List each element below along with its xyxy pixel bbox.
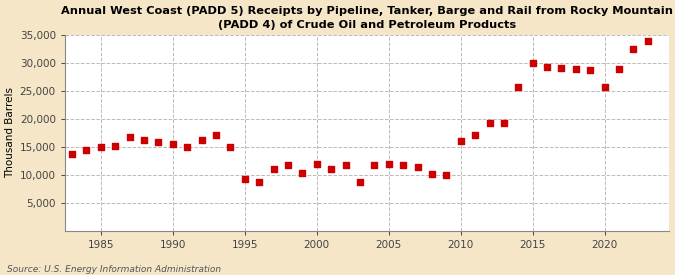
Point — [153, 140, 164, 145]
Point — [268, 167, 279, 172]
Title: Annual West Coast (PADD 5) Receipts by Pipeline, Tanker, Barge and Rail from Roc: Annual West Coast (PADD 5) Receipts by P… — [61, 6, 673, 29]
Point — [499, 121, 510, 125]
Point — [369, 163, 380, 167]
Point — [398, 163, 408, 168]
Point — [254, 180, 265, 184]
Point — [110, 144, 121, 148]
Point — [470, 132, 481, 137]
Point — [138, 138, 149, 142]
Point — [167, 141, 178, 146]
Point — [240, 177, 250, 182]
Y-axis label: Thousand Barrels: Thousand Barrels — [5, 87, 16, 178]
Point — [614, 67, 624, 72]
Point — [311, 161, 322, 166]
Point — [67, 152, 78, 156]
Point — [182, 145, 192, 149]
Point — [441, 173, 452, 177]
Point — [585, 68, 595, 73]
Point — [340, 163, 351, 167]
Point — [81, 147, 92, 152]
Point — [643, 39, 653, 43]
Text: Source: U.S. Energy Information Administration: Source: U.S. Energy Information Administ… — [7, 265, 221, 274]
Point — [542, 65, 553, 69]
Point — [211, 132, 221, 137]
Point — [412, 164, 423, 169]
Point — [527, 60, 538, 65]
Point — [484, 121, 495, 125]
Point — [628, 46, 639, 51]
Point — [124, 134, 135, 139]
Point — [456, 139, 466, 144]
Point — [427, 172, 437, 177]
Point — [297, 170, 308, 175]
Point — [196, 138, 207, 142]
Point — [95, 145, 106, 149]
Point — [599, 84, 610, 89]
Point — [326, 167, 337, 172]
Point — [556, 66, 567, 70]
Point — [570, 67, 581, 72]
Point — [513, 85, 524, 90]
Point — [283, 163, 294, 167]
Point — [383, 161, 394, 166]
Point — [354, 180, 365, 185]
Point — [225, 145, 236, 149]
